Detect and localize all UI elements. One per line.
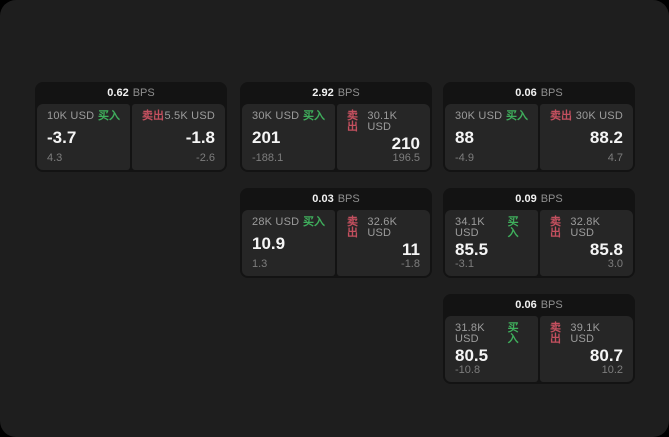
card-header: 0.06 BPS: [445, 294, 633, 316]
card-header: 0.06 BPS: [445, 82, 633, 104]
bps-unit-label: BPS: [540, 299, 563, 311]
sell-price: 80.7: [589, 345, 623, 365]
sell-side-label: 卖出: [550, 322, 561, 345]
buy-amount: 30K USD: [252, 110, 300, 122]
buy-price: 85.5: [455, 239, 489, 259]
sell-side-label: 卖出: [142, 110, 164, 122]
sell-price: 88.2: [589, 128, 623, 147]
buy-price: 88: [455, 128, 474, 147]
buy-side-label: 买入: [303, 110, 325, 122]
sell-delta: 10.2: [601, 364, 623, 376]
buy-delta: 1.3: [252, 258, 268, 270]
card-header: 0.09 BPS: [445, 188, 633, 210]
buy-delta: 4.3: [47, 152, 63, 164]
sell-price: 85.8: [589, 239, 623, 259]
buy-price: 10.9: [252, 234, 286, 253]
bps-value: 0.62: [107, 87, 129, 99]
buy-tile[interactable]: 31.8K USD 买入 80.5 -10.8: [445, 316, 538, 382]
buy-tile[interactable]: 30K USD 买入 201 -188.1: [242, 104, 335, 170]
spread-card: 0.09 BPS 34.1K USD 买入 85.5 -3.1 卖出 32.8K…: [443, 188, 635, 278]
sell-tile[interactable]: 卖出 32.8K USD 85.8 3.0: [540, 210, 633, 276]
sell-delta: -2.6: [196, 152, 215, 164]
buy-tile[interactable]: 10K USD 买入 -3.7 4.3: [37, 104, 130, 170]
bps-value: 0.09: [515, 193, 537, 205]
sell-amount: 32.8K USD: [570, 216, 601, 239]
sell-price: -1.8: [185, 128, 215, 147]
spread-card: 2.92 BPS 30K USD 买入 201 -188.1 卖出 30.1K …: [240, 82, 432, 172]
bps-unit-label: BPS: [337, 193, 360, 205]
spread-card: 0.06 BPS 31.8K USD 买入 80.5 -10.8 卖出 39.1…: [443, 294, 635, 384]
card-header: 0.62 BPS: [37, 82, 225, 104]
sell-amount: 30K USD: [575, 110, 623, 122]
sell-tile[interactable]: 卖出 39.1K USD 80.7 10.2: [540, 316, 633, 382]
spread-card: 0.03 BPS 28K USD 买入 10.9 1.3 卖出 32.6K US…: [240, 188, 432, 278]
buy-side-label: 买入: [303, 216, 325, 228]
sell-side-label: 卖出: [347, 110, 358, 133]
sell-tile[interactable]: 卖出 5.5K USD -1.8 -2.6: [132, 104, 225, 170]
buy-price: 80.5: [455, 345, 489, 365]
buy-delta: -4.9: [455, 152, 474, 164]
spread-card: 0.62 BPS 10K USD 买入 -3.7 4.3 卖出 5.5K USD…: [35, 82, 227, 172]
bps-unit-label: BPS: [540, 87, 563, 99]
sell-side-label: 卖出: [347, 216, 358, 239]
buy-tile[interactable]: 30K USD 买入 88 -4.9: [445, 104, 538, 170]
sell-side-label: 卖出: [550, 216, 561, 239]
bps-unit-label: BPS: [540, 193, 563, 205]
bps-value: 2.92: [312, 87, 334, 99]
sell-tile[interactable]: 卖出 32.6K USD 11 -1.8: [337, 210, 430, 276]
bps-value: 0.06: [515, 299, 537, 311]
sell-delta: 4.7: [607, 152, 623, 164]
buy-price: -3.7: [47, 128, 77, 147]
card-header: 2.92 BPS: [242, 82, 430, 104]
buy-side-label: 买入: [506, 110, 528, 122]
sell-amount: 30.1K USD: [367, 110, 398, 133]
sell-amount: 5.5K USD: [164, 110, 215, 122]
buy-side-label: 买入: [507, 216, 519, 239]
sell-side-label: 卖出: [550, 110, 572, 122]
buy-amount: 31.8K USD: [455, 322, 485, 345]
bps-unit-label: BPS: [337, 87, 360, 99]
buy-price: 201: [252, 128, 281, 147]
buy-amount: 10K USD: [47, 110, 95, 122]
sell-amount: 39.1K USD: [570, 322, 601, 345]
sell-tile[interactable]: 卖出 30K USD 88.2 4.7: [540, 104, 633, 170]
sell-delta: 196.5: [392, 152, 420, 164]
sell-delta: 3.0: [607, 258, 623, 270]
sell-tile[interactable]: 卖出 30.1K USD 210 196.5: [337, 104, 430, 170]
bps-unit-label: BPS: [132, 87, 155, 99]
bps-value: 0.06: [515, 87, 537, 99]
buy-tile[interactable]: 34.1K USD 买入 85.5 -3.1: [445, 210, 538, 276]
sell-delta: -1.8: [401, 258, 420, 270]
sell-price: 210: [391, 133, 420, 153]
buy-amount: 34.1K USD: [455, 216, 485, 239]
buy-amount: 28K USD: [252, 216, 300, 228]
buy-side-label: 买入: [507, 322, 519, 345]
buy-delta: -10.8: [455, 364, 481, 376]
buy-delta: -3.1: [455, 258, 474, 270]
spread-card: 0.06 BPS 30K USD 买入 88 -4.9 卖出 30K USD 8…: [443, 82, 635, 172]
card-header: 0.03 BPS: [242, 188, 430, 210]
sell-amount: 32.6K USD: [367, 216, 398, 239]
buy-side-label: 买入: [98, 110, 120, 122]
buy-delta: -188.1: [252, 152, 284, 164]
bps-value: 0.03: [312, 193, 334, 205]
buy-tile[interactable]: 28K USD 买入 10.9 1.3: [242, 210, 335, 276]
sell-price: 11: [402, 239, 420, 259]
buy-amount: 30K USD: [455, 110, 503, 122]
